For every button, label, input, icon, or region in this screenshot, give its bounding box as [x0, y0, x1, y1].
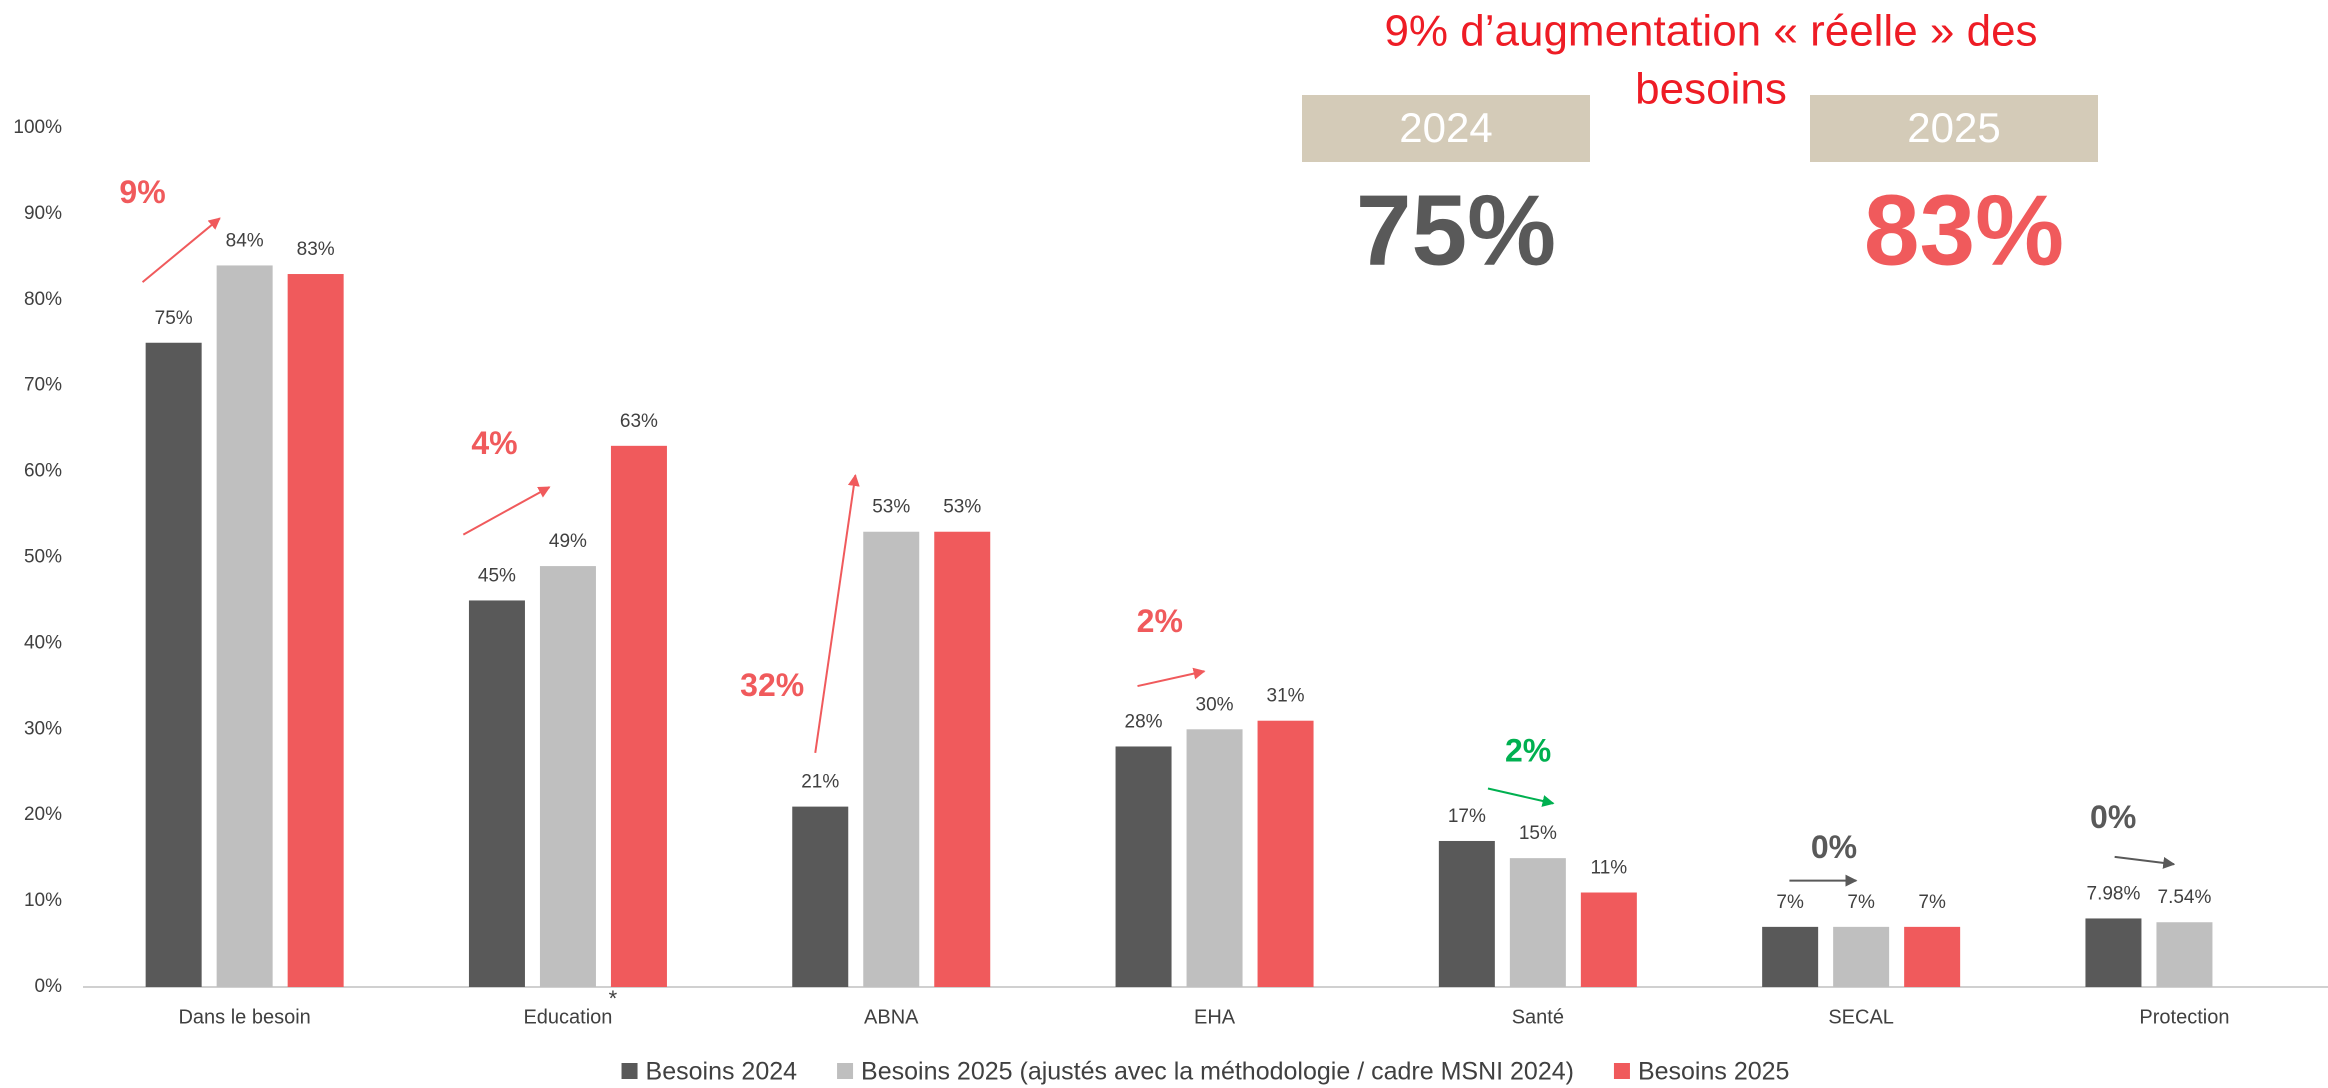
bar	[792, 806, 849, 987]
bar	[468, 600, 525, 987]
data-label: 7%	[1776, 892, 1804, 913]
highlight-year: 2025	[1907, 104, 2000, 151]
bar	[1509, 858, 1566, 987]
bar	[145, 342, 202, 987]
data-label: 28%	[1125, 711, 1163, 732]
bar	[1833, 926, 1890, 987]
y-tick-label: 80%	[24, 289, 62, 310]
annotation-arrow	[141, 217, 221, 283]
bar	[1257, 720, 1314, 987]
x-tick-label: EHA	[1194, 1006, 1236, 1028]
annotation-label: 2%	[1137, 603, 1183, 639]
data-label: 7%	[1847, 892, 1875, 913]
y-tick-label: 40%	[24, 632, 62, 653]
bar	[1762, 926, 1819, 987]
y-tick-label: 0%	[35, 976, 63, 997]
x-tick-label: Education	[523, 1006, 612, 1028]
data-label: 83%	[297, 239, 335, 260]
highlight-box	[1302, 95, 1590, 162]
annotation-arrow	[1487, 787, 1555, 807]
bar	[1904, 926, 1961, 987]
y-tick-label: 20%	[24, 804, 62, 825]
highlight-box	[1810, 95, 2098, 162]
annotation-arrow	[814, 474, 860, 754]
data-label: 11%	[1591, 858, 1628, 879]
y-tick-label: 70%	[24, 375, 62, 396]
data-label: 7.98%	[2087, 883, 2141, 904]
highlight-value: 83%	[1864, 174, 2064, 286]
headline: 9% d’augmentation « réelle » des	[1384, 7, 2037, 56]
y-tick-label: 90%	[24, 203, 62, 224]
bar	[863, 531, 920, 987]
y-tick-label: 10%	[24, 890, 62, 911]
x-tick-label: Dans le besoin	[178, 1006, 310, 1028]
category-note: *	[609, 986, 618, 1011]
y-tick-label: 100%	[13, 117, 62, 138]
data-label: 53%	[872, 497, 910, 518]
highlight-value: 75%	[1356, 174, 1556, 286]
data-label: 75%	[155, 308, 193, 329]
bar	[934, 531, 991, 987]
legend-label: Besoins 2024	[646, 1058, 798, 1086]
bar	[2085, 918, 2142, 987]
legend-swatch	[837, 1063, 854, 1079]
annotation-label: 32%	[740, 667, 804, 703]
data-label: 7.54%	[2158, 887, 2212, 908]
data-label: 21%	[801, 772, 839, 793]
legend-label: Besoins 2025	[1638, 1058, 1790, 1086]
x-tick-label: Santé	[1512, 1006, 1564, 1028]
annotation-label: 9%	[119, 174, 165, 210]
annotation-arrow	[462, 486, 551, 536]
annotation-label: 4%	[471, 425, 517, 461]
data-label: 31%	[1267, 686, 1305, 707]
bar	[287, 274, 344, 987]
bar	[1438, 840, 1495, 987]
bar	[1115, 746, 1172, 987]
x-tick-label: ABNA	[864, 1006, 919, 1028]
data-label: 45%	[478, 565, 516, 586]
highlight-year: 2024	[1399, 104, 1492, 151]
bar	[539, 566, 596, 987]
data-label: 7%	[1918, 892, 1946, 913]
bar	[216, 265, 273, 987]
annotation-arrow	[2114, 855, 2176, 869]
bar	[610, 445, 667, 988]
annotation-arrow	[1137, 667, 1206, 688]
headline: besoins	[1635, 65, 1787, 114]
data-label: 17%	[1448, 806, 1486, 827]
annotation-label: 2%	[1505, 732, 1551, 768]
legend-swatch	[1613, 1063, 1630, 1079]
x-tick-label: SECAL	[1828, 1006, 1894, 1028]
bar	[1580, 892, 1637, 987]
y-tick-label: 60%	[24, 461, 62, 482]
annotation-label: 0%	[1811, 829, 1857, 865]
legend-swatch	[621, 1063, 638, 1079]
data-label: 49%	[549, 531, 587, 552]
legend-label: Besoins 2025 (ajustés avec la méthodolog…	[861, 1058, 1574, 1086]
data-label: 15%	[1519, 823, 1557, 844]
data-label: 84%	[226, 230, 264, 251]
y-tick-label: 50%	[24, 547, 62, 568]
y-tick-label: 30%	[24, 718, 62, 739]
data-label: 53%	[943, 497, 981, 518]
x-tick-label: Protection	[2139, 1006, 2229, 1028]
bar	[2156, 922, 2213, 987]
data-label: 63%	[620, 411, 658, 432]
data-label: 30%	[1196, 694, 1234, 715]
bar	[1186, 729, 1243, 987]
annotation-label: 0%	[2090, 799, 2136, 835]
